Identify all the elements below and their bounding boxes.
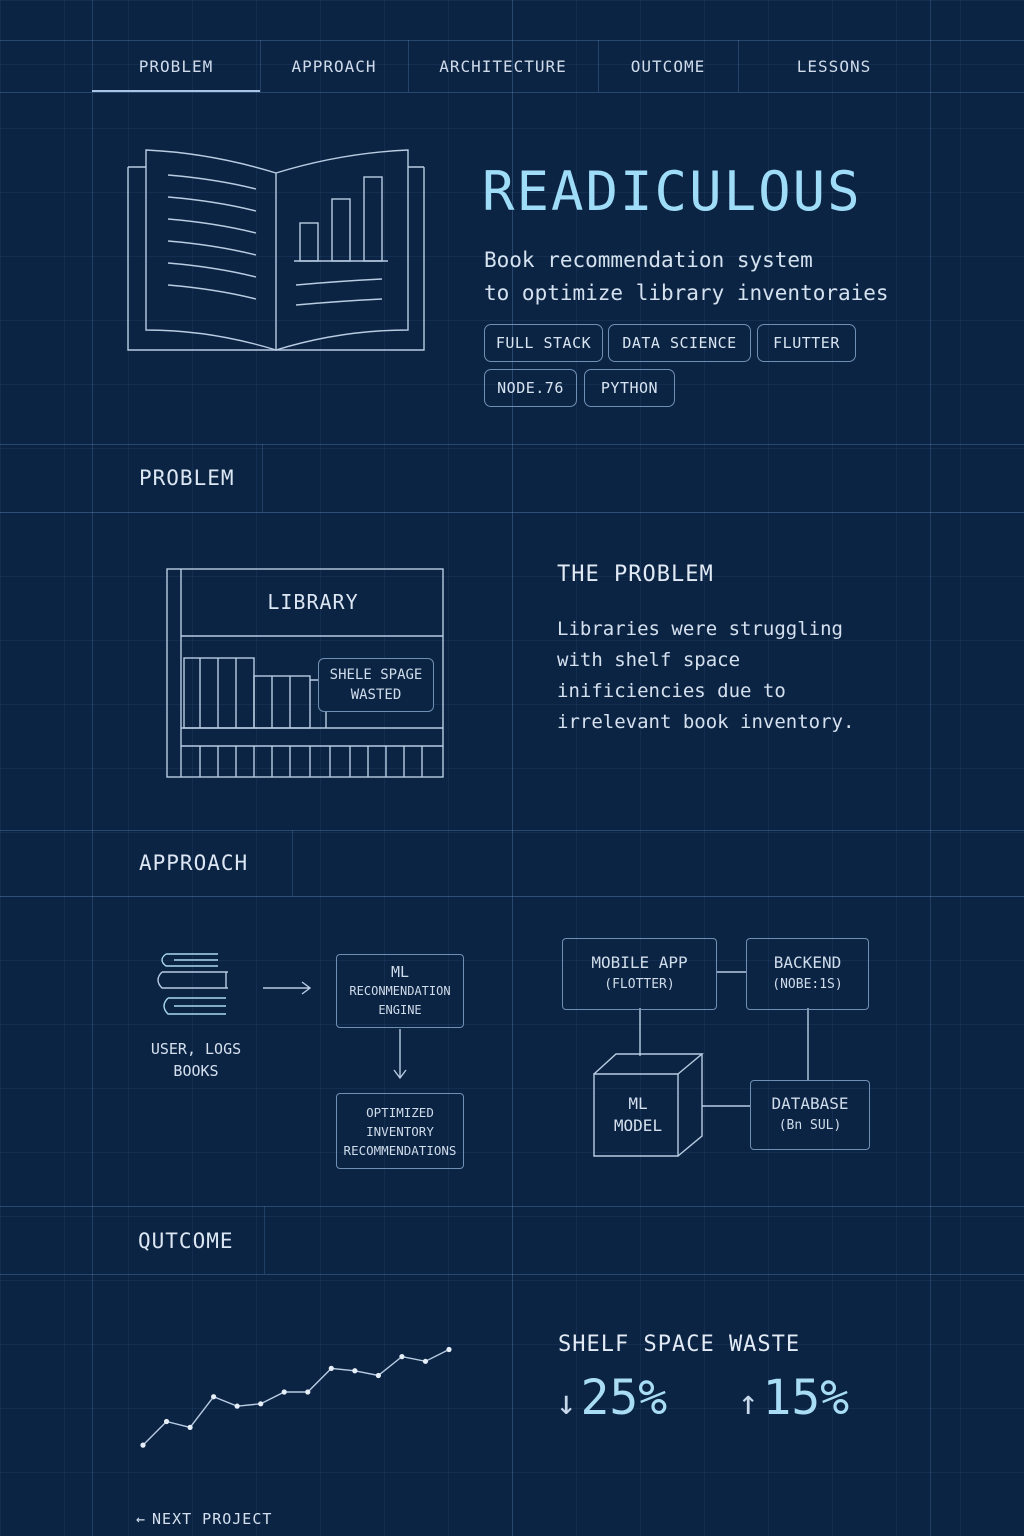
trend-point <box>446 1346 452 1353</box>
trend-point <box>305 1389 311 1395</box>
shelf-waste-callout: SHELE SPAGE WASTED <box>318 658 434 712</box>
arrow-up-icon: ↑ <box>738 1383 759 1423</box>
divider <box>512 0 513 1536</box>
trend-point <box>399 1354 405 1360</box>
trend-point <box>375 1372 381 1379</box>
database-sublabel: (Bn SUL) <box>778 1118 842 1133</box>
problem-description: Libraries were struggling with shelf spa… <box>557 618 855 733</box>
trend-point <box>258 1401 264 1407</box>
divider <box>0 40 1024 41</box>
metric-increase: ↑15% <box>738 1370 849 1426</box>
input-data-label: USER, LOGS BOOKS <box>150 1040 242 1080</box>
ml-engine-box: ML RECONMENDATION ENGINE <box>336 954 464 1028</box>
tab-approach[interactable]: APPROACH <box>291 57 377 76</box>
library-label: LIBRARY <box>267 590 359 614</box>
tab-separator <box>408 40 409 92</box>
metric-value: 25% <box>580 1370 668 1426</box>
ml-model-label: ML MODEL <box>613 1094 663 1135</box>
divider <box>0 896 1024 897</box>
tag-chip[interactable]: FLUTTER <box>757 324 856 362</box>
trend-point <box>328 1365 334 1371</box>
trend-point <box>187 1424 193 1430</box>
divider <box>0 92 1024 93</box>
divider <box>0 444 1024 445</box>
mobile-app-sublabel: (FLOTTER) <box>604 977 675 992</box>
divider <box>0 1206 1024 1207</box>
tab-separator <box>598 40 599 92</box>
divider <box>262 444 263 512</box>
tag-chip[interactable]: PYTHON <box>584 369 675 407</box>
database-label: DATABASE <box>771 1094 849 1113</box>
mobile-app-box: MOBILE APP (FLOTTER) <box>562 938 717 1010</box>
section-label-outcome: QUTCOME <box>138 1229 234 1253</box>
divider <box>0 1274 1024 1275</box>
divider <box>0 830 1024 831</box>
tab-lessons[interactable]: LESSONS <box>796 57 872 76</box>
top-nav: PROBLEM APPROACH ARCHITECTURE OUTCOME LE… <box>92 40 930 92</box>
backend-sublabel: (NOBE:1S) <box>772 977 843 992</box>
trend-line-chart <box>140 1346 452 1448</box>
arrow-down-icon <box>393 1029 407 1080</box>
database-box: DATABASE (Bn SUL) <box>750 1080 870 1150</box>
ml-engine-subtitle: RECONMENDATION ENGINE <box>349 984 451 1017</box>
trend-point <box>163 1418 170 1425</box>
divider <box>264 1206 265 1274</box>
arrow-down-icon: ↓ <box>556 1383 577 1423</box>
trend-point <box>352 1368 358 1374</box>
open-book-icon <box>127 149 425 351</box>
metric-value: 15% <box>762 1370 850 1426</box>
divider <box>292 830 293 896</box>
optimized-inventory-box: OPTIMIZED INVENTORY RECOMMENDATIONS <box>336 1093 464 1169</box>
backend-box: BACKEND (NOBE:1S) <box>746 938 869 1010</box>
divider <box>92 0 93 1536</box>
tag-chip[interactable]: NODE.76 <box>484 369 577 407</box>
metric-decrease: ↓25% <box>556 1370 667 1426</box>
section-label-problem: PROBLEM <box>139 466 235 490</box>
tab-outcome[interactable]: OUTCOME <box>630 57 706 76</box>
ml-engine-title: ML <box>390 963 410 981</box>
trend-point <box>211 1394 217 1400</box>
backend-label: BACKEND <box>773 953 842 972</box>
tab-separator <box>738 40 739 92</box>
project-title: READICULOUS <box>482 160 862 223</box>
trend-line <box>142 1348 450 1446</box>
book-stack-icon <box>157 953 228 1015</box>
problem-heading: THE PROBLEM <box>557 562 714 587</box>
trend-point <box>140 1442 146 1448</box>
arrow-right-icon <box>263 981 312 995</box>
project-subtitle: Book recommendation system to optimize l… <box>484 248 889 305</box>
divider <box>930 0 931 1536</box>
tab-problem[interactable]: PROBLEM <box>92 40 260 92</box>
section-label-approach: APPROACH <box>139 851 249 875</box>
tab-architecture[interactable]: ARCHITECTURE <box>439 57 567 76</box>
library-shelf-illustration <box>166 568 444 778</box>
trend-point <box>234 1403 240 1409</box>
arrow-left-icon: ← <box>136 1510 147 1528</box>
trend-point <box>281 1389 287 1395</box>
tab-separator <box>260 40 261 92</box>
tag-chip[interactable]: DATA SCIENCE <box>608 324 751 362</box>
next-project-label: NEXT PROJECT <box>152 1510 273 1528</box>
divider <box>0 512 1024 513</box>
mobile-app-label: MOBILE APP <box>591 953 688 972</box>
next-project-link[interactable]: ← NEXT PROJECT <box>136 1510 272 1528</box>
trend-point <box>422 1358 429 1364</box>
architecture-connectors <box>593 971 809 1157</box>
tag-chip[interactable]: FULL STACK <box>484 324 603 362</box>
metric-title: SHELF SPACE WASTE <box>558 1332 801 1357</box>
